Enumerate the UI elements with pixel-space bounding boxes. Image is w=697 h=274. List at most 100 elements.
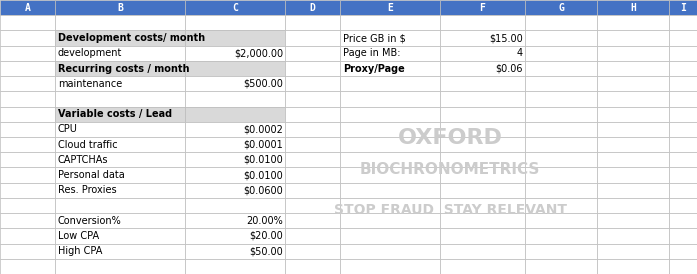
Bar [597,259,669,274]
Bar [285,91,340,107]
Text: B: B [117,3,123,13]
Text: F: F [480,3,485,13]
Bar [340,228,440,244]
Bar [185,228,285,244]
Bar [440,91,525,107]
Bar [285,167,340,183]
Bar [340,107,440,122]
Text: $500.00: $500.00 [243,79,283,89]
Bar [440,152,525,167]
Text: Personal data: Personal data [58,170,125,180]
Bar [0,228,55,244]
Bar [0,76,55,91]
Bar [669,137,697,152]
Bar [597,15,669,30]
Bar [669,107,697,122]
Bar [440,183,525,198]
Text: A: A [24,3,31,13]
Bar [525,213,597,228]
Text: maintenance: maintenance [58,79,122,89]
Bar [285,137,340,152]
Bar [440,122,525,137]
Text: D: D [309,3,316,13]
Bar [525,76,597,91]
Bar [55,30,185,46]
Bar [285,15,340,30]
Bar [55,183,185,198]
Bar [597,91,669,107]
Text: Conversion%: Conversion% [58,216,122,226]
Bar [0,30,55,46]
Bar [597,198,669,213]
Bar [525,152,597,167]
Bar [525,259,597,274]
Bar [0,122,55,137]
Bar [185,122,285,137]
Bar [597,107,669,122]
Bar [597,122,669,137]
Bar [0,61,55,76]
Bar [669,122,697,137]
Text: 20.00%: 20.00% [246,216,283,226]
Bar [440,107,525,122]
Text: E: E [387,3,393,13]
Bar [597,30,669,46]
Bar [340,137,440,152]
Bar [0,259,55,274]
Bar [0,213,55,228]
Text: I: I [680,3,686,13]
Bar [185,198,285,213]
Bar [285,213,340,228]
Bar [285,46,340,61]
Bar [0,152,55,167]
Bar [55,107,185,122]
Bar [525,122,597,137]
Bar [55,46,185,61]
Bar [285,228,340,244]
Bar [440,244,525,259]
Text: Proxy/Page: Proxy/Page [343,64,405,73]
Bar [185,137,285,152]
Text: $0.0100: $0.0100 [243,155,283,165]
Bar [669,76,697,91]
Bar [0,167,55,183]
Text: $50.00: $50.00 [250,246,283,256]
Bar [185,152,285,167]
Bar [440,76,525,91]
Bar [285,76,340,91]
Text: $0.0001: $0.0001 [243,140,283,150]
Bar [185,91,285,107]
Bar [285,30,340,46]
Bar [185,244,285,259]
Bar [440,228,525,244]
Bar [440,259,525,274]
Bar [525,91,597,107]
Bar [55,259,185,274]
Bar [669,30,697,46]
Bar [597,61,669,76]
Bar [340,0,440,15]
Bar [285,244,340,259]
Bar [340,198,440,213]
Bar [340,259,440,274]
Bar [285,0,340,15]
Text: Development costs/ month: Development costs/ month [58,33,205,43]
Bar [597,167,669,183]
Text: $2,000.00: $2,000.00 [234,48,283,58]
Bar [669,15,697,30]
Bar [185,167,285,183]
Bar [55,244,185,259]
Bar [669,198,697,213]
Bar [285,183,340,198]
Text: C: C [232,3,238,13]
Bar [340,213,440,228]
Bar [597,76,669,91]
Bar [669,46,697,61]
Text: $20.00: $20.00 [250,231,283,241]
Bar [440,213,525,228]
Bar [440,46,525,61]
Bar [440,137,525,152]
Bar [285,198,340,213]
Bar [55,213,185,228]
Bar [440,15,525,30]
